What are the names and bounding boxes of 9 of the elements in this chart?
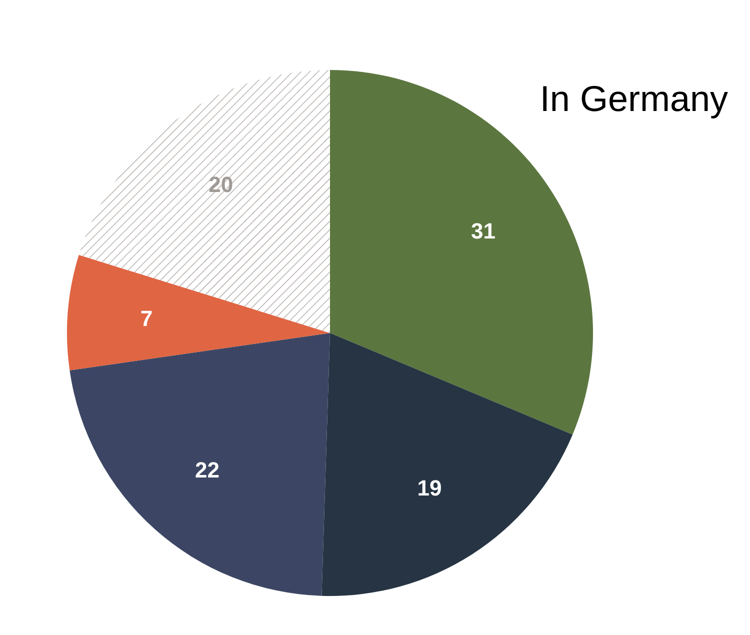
pie-slice	[322, 333, 573, 596]
pie-slice	[67, 254, 330, 370]
pie-slice	[78, 70, 330, 333]
data-label: 7	[140, 306, 153, 331]
data-label: 22	[195, 458, 220, 483]
data-label: 19	[417, 475, 442, 500]
pie-slice	[70, 333, 330, 596]
data-label: 31	[471, 218, 496, 244]
chart-title: In Germany	[538, 78, 728, 120]
